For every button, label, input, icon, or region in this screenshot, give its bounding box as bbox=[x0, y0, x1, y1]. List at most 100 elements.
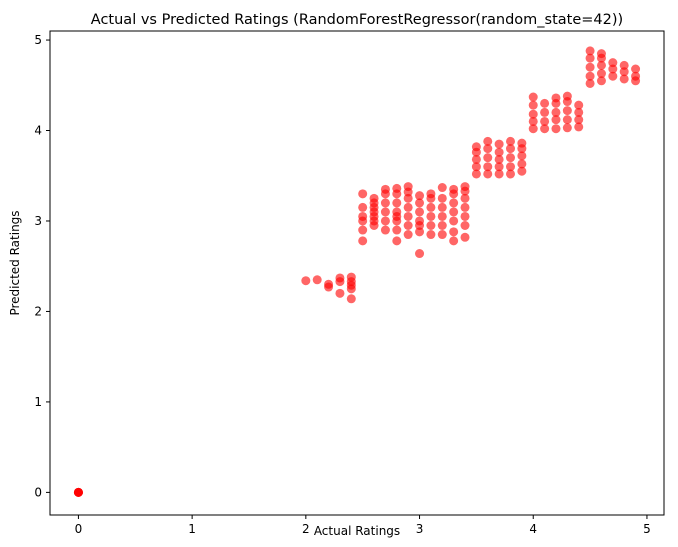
data-point bbox=[392, 198, 402, 208]
data-point bbox=[426, 189, 436, 199]
data-point bbox=[540, 116, 550, 126]
data-point bbox=[380, 184, 390, 194]
data-point bbox=[460, 232, 470, 242]
data-point bbox=[540, 107, 550, 117]
data-point bbox=[506, 162, 515, 172]
data-point bbox=[585, 62, 595, 72]
data-point bbox=[324, 279, 334, 289]
data-point bbox=[437, 202, 447, 212]
data-point bbox=[608, 64, 618, 74]
data-point bbox=[449, 236, 459, 246]
data-point bbox=[517, 151, 527, 161]
data-point bbox=[494, 147, 504, 157]
data-point bbox=[562, 106, 572, 116]
data-point bbox=[562, 115, 572, 125]
data-point bbox=[392, 183, 402, 193]
data-point bbox=[415, 249, 425, 259]
data-point bbox=[608, 58, 618, 68]
data-point bbox=[619, 60, 629, 70]
data-point bbox=[358, 211, 368, 221]
data-point bbox=[403, 182, 413, 192]
data-point bbox=[460, 182, 470, 192]
data-point bbox=[585, 78, 595, 88]
data-point bbox=[403, 211, 413, 221]
data-point bbox=[358, 189, 368, 199]
data-point bbox=[471, 142, 481, 152]
data-point bbox=[483, 136, 493, 146]
data-point bbox=[517, 159, 527, 169]
data-point bbox=[483, 153, 493, 163]
data-point bbox=[528, 116, 538, 126]
data-point bbox=[358, 202, 368, 212]
y-tick-label: 0 bbox=[34, 485, 42, 499]
data-point bbox=[471, 154, 481, 164]
data-point bbox=[506, 144, 515, 154]
data-point bbox=[540, 124, 550, 134]
data-point bbox=[358, 225, 368, 235]
data-point bbox=[631, 64, 641, 74]
data-point bbox=[392, 225, 402, 235]
data-point bbox=[528, 100, 538, 110]
data-point bbox=[528, 109, 538, 119]
x-tick-label: 4 bbox=[529, 522, 537, 536]
data-point bbox=[562, 91, 572, 101]
data-point bbox=[506, 153, 515, 163]
data-point bbox=[585, 71, 595, 81]
data-point bbox=[562, 123, 572, 133]
data-point bbox=[460, 202, 470, 212]
points-layer bbox=[73, 46, 641, 497]
data-point bbox=[574, 100, 584, 110]
data-point bbox=[426, 211, 436, 221]
x-axis-ticks: 0 1 2 3 4 5 bbox=[75, 515, 651, 536]
data-point bbox=[437, 183, 447, 193]
data-point bbox=[494, 139, 504, 149]
data-point bbox=[437, 221, 447, 230]
data-point bbox=[596, 60, 606, 70]
y-axis-label: Predicted Ratings bbox=[8, 210, 22, 315]
data-point bbox=[494, 162, 504, 172]
data-point bbox=[346, 294, 356, 304]
data-point bbox=[471, 169, 481, 179]
data-point bbox=[551, 124, 561, 134]
y-tick-label: 1 bbox=[34, 395, 42, 409]
x-tick-label: 0 bbox=[75, 522, 83, 536]
data-point bbox=[483, 162, 493, 172]
data-point bbox=[574, 122, 584, 132]
y-tick-label: 2 bbox=[34, 304, 42, 318]
data-point bbox=[415, 198, 425, 208]
data-point bbox=[449, 207, 459, 217]
data-point bbox=[619, 74, 629, 84]
data-point bbox=[574, 115, 584, 125]
data-point bbox=[380, 225, 390, 235]
data-point bbox=[426, 221, 436, 230]
data-point bbox=[494, 169, 504, 179]
x-tick-label: 1 bbox=[188, 522, 196, 536]
data-point bbox=[312, 275, 322, 285]
data-point bbox=[596, 69, 606, 79]
data-point bbox=[73, 487, 83, 497]
data-point bbox=[392, 207, 402, 217]
data-point bbox=[415, 216, 425, 226]
data-point bbox=[335, 288, 345, 298]
data-point bbox=[551, 93, 561, 103]
data-point bbox=[426, 230, 436, 240]
data-point bbox=[369, 193, 379, 203]
data-point bbox=[585, 46, 595, 56]
data-point bbox=[403, 230, 413, 240]
x-axis-label: Actual Ratings bbox=[314, 524, 400, 538]
data-point bbox=[437, 230, 447, 240]
data-point bbox=[449, 216, 459, 226]
data-point bbox=[494, 154, 504, 164]
data-point bbox=[517, 138, 527, 148]
y-tick-label: 5 bbox=[34, 33, 42, 47]
data-point bbox=[528, 92, 538, 102]
data-point bbox=[415, 191, 425, 201]
data-point bbox=[528, 124, 538, 134]
data-point bbox=[380, 216, 390, 226]
data-point bbox=[631, 71, 641, 81]
data-point bbox=[471, 162, 481, 172]
data-point bbox=[380, 198, 390, 208]
data-point bbox=[346, 272, 356, 282]
